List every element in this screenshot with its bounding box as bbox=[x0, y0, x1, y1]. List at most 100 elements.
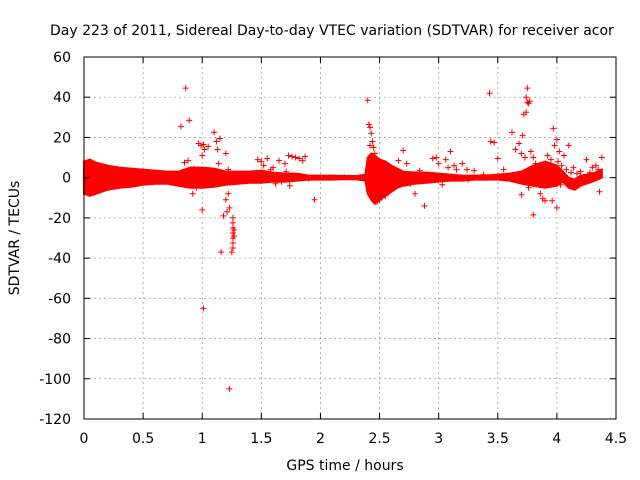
data-point bbox=[504, 173, 511, 180]
data-point bbox=[532, 160, 539, 167]
y-axis-label: SDTVAR / TECUs bbox=[7, 181, 23, 296]
data-point bbox=[553, 136, 560, 143]
data-point bbox=[494, 155, 501, 162]
data-point bbox=[442, 156, 449, 163]
data-point bbox=[563, 166, 570, 173]
data-point bbox=[231, 232, 238, 239]
data-point bbox=[526, 98, 533, 105]
data-point bbox=[520, 111, 527, 118]
data-point bbox=[228, 249, 235, 256]
data-point bbox=[491, 139, 498, 146]
x-tick-label: 0 bbox=[80, 431, 89, 447]
data-point bbox=[525, 184, 532, 191]
data-point bbox=[207, 180, 214, 187]
data-point bbox=[305, 175, 312, 182]
plot-frame bbox=[83, 56, 617, 420]
data-point bbox=[229, 214, 236, 221]
data-point bbox=[547, 156, 554, 163]
data-point bbox=[214, 146, 221, 153]
data-point bbox=[368, 130, 375, 137]
data-point bbox=[264, 155, 271, 162]
data-point bbox=[382, 192, 389, 199]
data-point bbox=[570, 164, 577, 171]
data-point bbox=[518, 191, 525, 198]
data-point bbox=[258, 158, 265, 165]
x-tick-label: 0.5 bbox=[132, 431, 154, 447]
data-point bbox=[527, 148, 534, 155]
data-point bbox=[190, 165, 197, 172]
data-point bbox=[560, 152, 567, 159]
data-point bbox=[225, 190, 232, 197]
data-point bbox=[260, 162, 267, 169]
data-point bbox=[523, 94, 530, 101]
data-point bbox=[218, 249, 225, 256]
data-point bbox=[544, 152, 551, 159]
data-point bbox=[302, 153, 309, 160]
data-point bbox=[187, 167, 194, 174]
grid-lines bbox=[83, 56, 617, 420]
data-point bbox=[390, 166, 397, 173]
data-point bbox=[445, 164, 452, 171]
data-point bbox=[534, 168, 541, 175]
y-tick-label: 60 bbox=[53, 50, 71, 66]
data-point bbox=[200, 141, 207, 148]
dense-data-band bbox=[83, 152, 603, 206]
data-point bbox=[433, 154, 440, 161]
data-point bbox=[267, 166, 274, 173]
data-point bbox=[213, 138, 220, 145]
data-point bbox=[229, 219, 236, 226]
data-point bbox=[486, 90, 493, 97]
data-point bbox=[201, 146, 208, 153]
x-tick-label: 3 bbox=[434, 431, 443, 447]
data-point bbox=[369, 138, 376, 145]
data-point bbox=[378, 194, 385, 201]
data-point bbox=[367, 124, 374, 131]
x-tick-label: 2 bbox=[316, 431, 325, 447]
data-point bbox=[296, 155, 303, 162]
data-point bbox=[272, 180, 279, 187]
x-tick-label: 4.5 bbox=[605, 431, 627, 447]
data-point bbox=[568, 169, 575, 176]
y-tick-label: 20 bbox=[53, 130, 71, 146]
data-point bbox=[371, 150, 378, 157]
data-point bbox=[516, 140, 523, 147]
chart-title: Day 223 of 2011, Sidereal Day-to-day VTE… bbox=[50, 23, 614, 39]
data-point bbox=[553, 204, 560, 211]
data-point bbox=[557, 181, 564, 188]
y-tick-label: -20 bbox=[48, 211, 71, 227]
data-point bbox=[278, 178, 285, 185]
y-tick-label: -120 bbox=[39, 412, 71, 428]
x-tick-label: 1.5 bbox=[250, 431, 272, 447]
data-point bbox=[451, 162, 458, 169]
data-point bbox=[254, 156, 261, 163]
axis-ticks bbox=[83, 56, 617, 420]
data-point bbox=[464, 166, 471, 173]
data-point bbox=[477, 174, 484, 181]
data-point bbox=[205, 143, 212, 150]
x-tick-label: 2.5 bbox=[368, 431, 390, 447]
data-point bbox=[521, 154, 528, 161]
data-point bbox=[163, 172, 170, 179]
data-point bbox=[286, 182, 293, 189]
data-point bbox=[480, 171, 487, 178]
data-point bbox=[193, 184, 200, 191]
data-point bbox=[539, 164, 546, 171]
x-tick-labels: 0 0.5 1 1.5 2 2.5 3 3.5 4 4.5 bbox=[80, 431, 628, 447]
data-point bbox=[183, 173, 190, 180]
data-point bbox=[225, 166, 232, 173]
data-point bbox=[292, 154, 299, 161]
data-point bbox=[373, 156, 380, 163]
data-point bbox=[592, 162, 599, 169]
data-point bbox=[549, 197, 556, 204]
data-point bbox=[412, 190, 419, 197]
data-point bbox=[407, 180, 414, 187]
data-point bbox=[530, 211, 537, 218]
data-point bbox=[512, 146, 519, 153]
data-point bbox=[573, 170, 580, 177]
data-point bbox=[215, 160, 222, 167]
data-point bbox=[565, 142, 572, 149]
x-tick-label: 1 bbox=[198, 431, 207, 447]
data-point bbox=[500, 166, 507, 173]
data-point bbox=[596, 188, 603, 195]
data-point bbox=[188, 177, 195, 184]
